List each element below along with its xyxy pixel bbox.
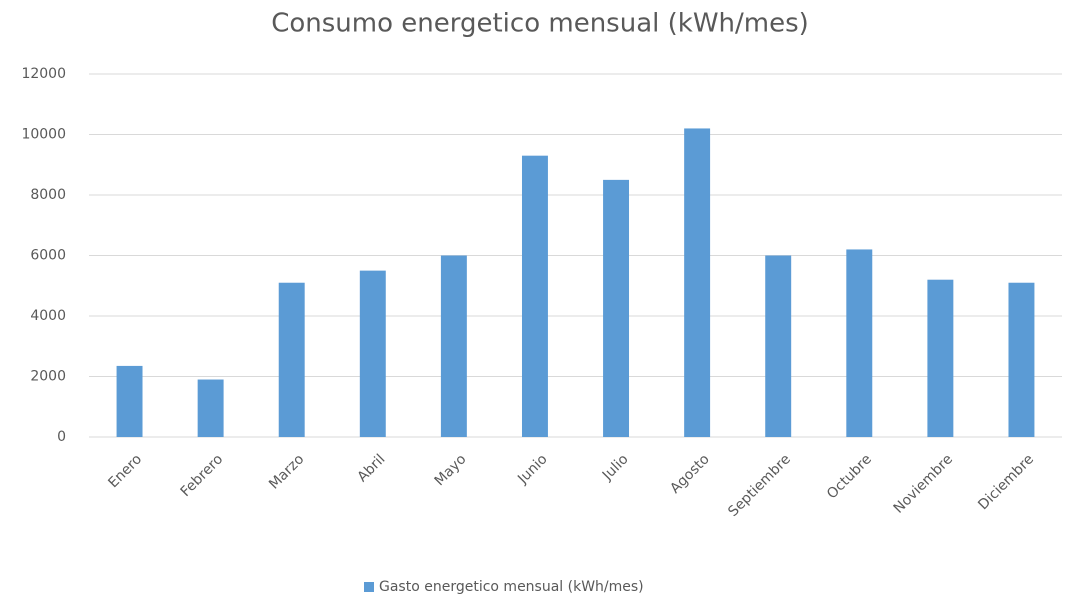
bar [440,255,467,437]
y-tick-label: 6000 [30,248,66,264]
x-tick-label: Noviembre [891,451,956,516]
bar [116,365,143,437]
bar [278,282,305,437]
bar [603,179,630,437]
x-tick-label: Enero [105,451,145,491]
bar [927,279,954,437]
y-tick-label: 12000 [21,66,66,82]
bar [359,270,386,437]
legend-swatch [364,582,374,592]
x-tick-label: Marzo [266,451,307,492]
bar [1008,282,1035,437]
bar [197,379,224,437]
y-tick-label: 2000 [30,369,66,385]
x-tick-label: Julio [599,451,632,484]
x-tick-label: Junio [514,451,550,487]
bar [521,155,548,438]
bar [846,249,873,437]
x-tick-label: Agosto [667,451,713,497]
x-tick-label: Septiembre [725,451,794,520]
x-tick-label: Mayo [432,451,470,489]
legend-label: Gasto energetico mensual (kWh/mes) [379,579,644,595]
y-tick-label: 4000 [30,308,66,324]
x-tick-label: Abril [355,451,389,485]
x-tick-label: Diciembre [975,451,1037,513]
bar [684,128,711,437]
y-tick-label: 10000 [21,127,66,143]
y-tick-label: 0 [57,429,66,445]
y-tick-label: 8000 [30,187,66,203]
chart-title: Consumo energetico mensual (kWh/mes) [271,9,809,39]
x-tick-label: Febrero [178,451,227,500]
bar [765,255,792,437]
x-tick-label: Octubre [824,451,875,502]
